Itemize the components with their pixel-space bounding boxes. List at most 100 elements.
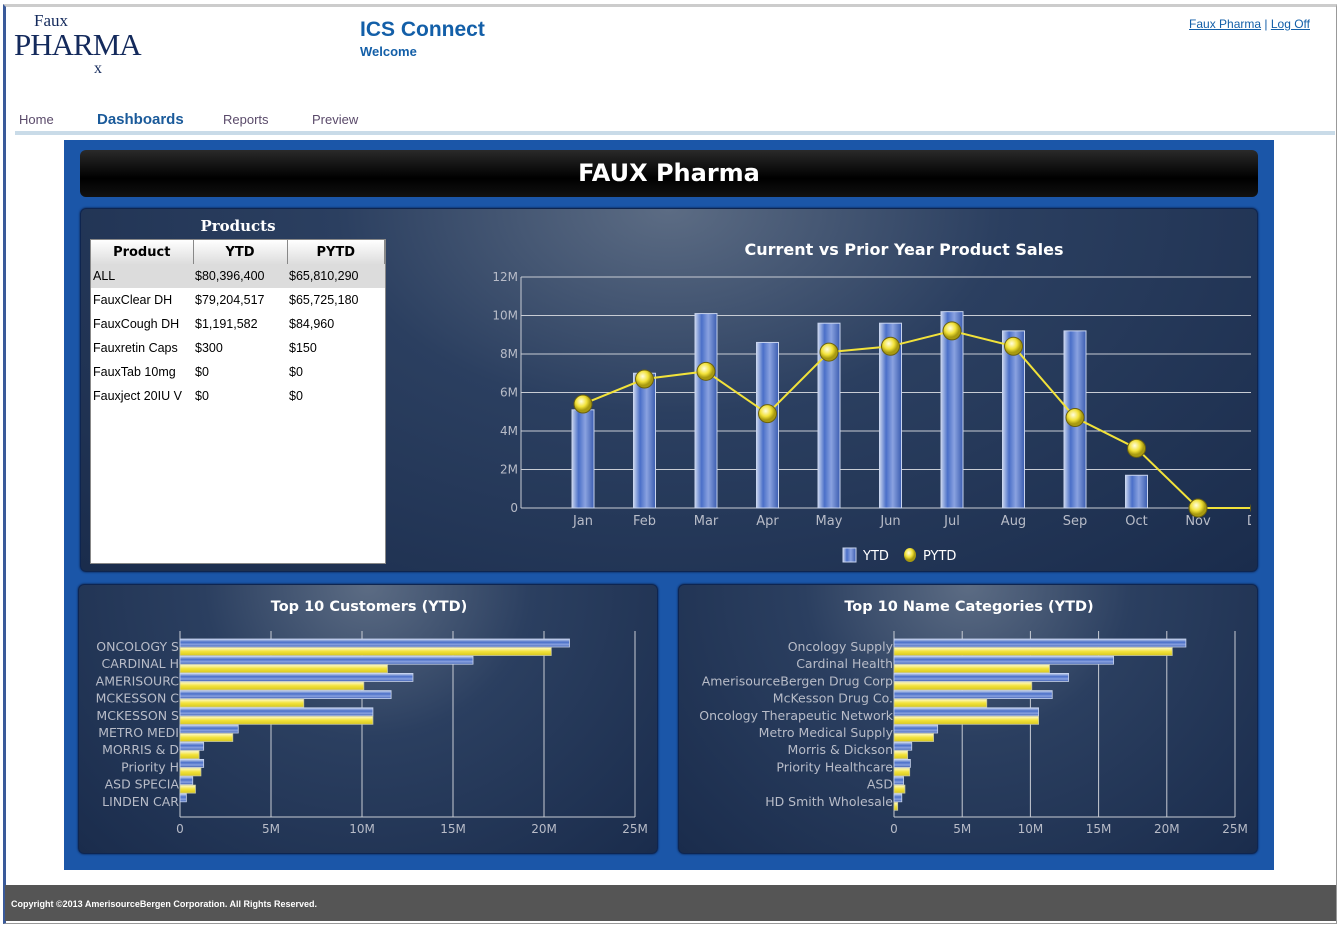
pytd-bar	[893, 664, 1050, 674]
category-label: MCKESSON S	[96, 708, 179, 723]
pytd-point	[819, 342, 839, 362]
ytd-bar	[633, 372, 656, 509]
pytd-point	[1004, 336, 1023, 356]
y-tick-label: 0	[510, 501, 518, 515]
pytd-bar	[893, 767, 911, 777]
sales-panel: Products Product YTD PYTD ALL $80,396,400…	[80, 208, 1258, 572]
ytd-bar	[893, 741, 913, 751]
ytd-bar	[940, 311, 964, 509]
pytd-point	[573, 394, 593, 414]
y-tick-label: 2M	[500, 463, 518, 477]
ytd-bar	[893, 655, 1115, 665]
faux-pharma-logo: Faux PHARMA x	[14, 12, 154, 78]
product-ytd: $300	[195, 341, 223, 355]
x-tick-label: Oct	[1125, 514, 1147, 529]
product-name: FauxCough DH	[93, 317, 180, 331]
x-tick-label: 10M	[1018, 822, 1044, 836]
pytd-point	[942, 321, 962, 341]
legend-ytd-label: YTD	[862, 549, 889, 564]
product-ytd: $0	[195, 389, 209, 403]
product-row[interactable]: FauxTab 10mg $0 $0	[91, 360, 385, 384]
col-product[interactable]: Product	[91, 240, 194, 264]
category-label: ASD SPECIA	[105, 777, 180, 792]
footer: Copyright ©2013 AmerisourceBergen Corpor…	[5, 885, 1336, 921]
x-tick-label: 0	[176, 822, 184, 836]
x-tick-label: 25M	[622, 822, 648, 836]
ytd-bar	[893, 758, 911, 768]
nav-divider	[15, 131, 1335, 135]
x-tick-label: May	[816, 514, 843, 529]
products-title: Products	[200, 217, 276, 235]
ytd-bar	[756, 341, 779, 509]
pytd-bar	[179, 647, 552, 656]
category-label: Cardinal Health	[796, 656, 893, 671]
legend-pytd-label: PYTD	[923, 549, 956, 564]
pytd-point	[635, 369, 654, 389]
ytd-bar	[1125, 474, 1148, 509]
nav-dashboards[interactable]: Dashboards	[97, 111, 184, 128]
ytd-bar	[179, 655, 474, 665]
dashboard-area: FAUX Pharma Products Product YTD PYTD AL…	[64, 140, 1274, 870]
customers-panel: Top 10 Customers (YTD) 0 5M 10M 15M 20M 25M ONC…	[78, 584, 658, 854]
product-name: FauxClear DH	[93, 293, 173, 307]
nav-home[interactable]: Home	[19, 112, 54, 127]
faux-pharma-link[interactable]: Faux Pharma	[1189, 17, 1262, 31]
product-row[interactable]: Fauxject 20IU V $0 $0	[91, 384, 385, 408]
product-name: Fauxretin Caps	[93, 341, 178, 355]
pytd-point	[696, 361, 716, 381]
log-off-link[interactable]: Log Off	[1270, 17, 1310, 31]
logo-small-text: Faux	[34, 11, 68, 30]
ytd-bar	[893, 638, 1187, 648]
pytd-bar	[893, 681, 1033, 691]
product-ytd: $80,396,400	[193, 264, 287, 288]
x-tick-label: Dec	[1247, 514, 1251, 529]
pytd-bar	[179, 698, 305, 708]
pytd-bar	[179, 767, 202, 777]
col-ytd[interactable]: YTD	[193, 240, 288, 264]
pytd-bar	[179, 715, 374, 725]
product-pytd: $65,725,180	[289, 293, 359, 307]
pytd-bar	[179, 681, 365, 691]
x-tick-label: Jun	[879, 514, 900, 529]
x-tick-label: Aug	[1001, 514, 1026, 529]
pytd-point	[758, 404, 777, 424]
ytd-bar	[179, 724, 239, 734]
categories-panel: Top 10 Name Categories (YTD) 0 5M 10M 15M 20M…	[678, 584, 1258, 854]
product-ytd: $1,191,582	[195, 317, 258, 331]
pytd-bar	[179, 784, 196, 794]
category-label: Oncology Supply	[788, 639, 894, 654]
product-pytd: $0	[289, 389, 303, 403]
category-label: METRO MEDI	[98, 725, 179, 740]
product-name: FauxTab 10mg	[93, 365, 176, 379]
pytd-line	[582, 329, 1251, 509]
top-links: Faux Pharma | Log Off	[1189, 17, 1310, 31]
pytd-bar	[179, 664, 388, 674]
ytd-bar	[893, 724, 939, 734]
pytd-bar	[893, 801, 899, 811]
pytd-bar	[179, 750, 200, 760]
product-row[interactable]: Fauxretin Caps $300 $150	[91, 336, 385, 360]
product-pytd: $150	[289, 341, 317, 355]
pytd-point	[1188, 498, 1208, 518]
category-label: AmerisourceBergen Drug Corp	[702, 673, 893, 688]
nav-preview[interactable]: Preview	[312, 112, 359, 127]
ytd-bar	[694, 313, 718, 509]
x-tick-label: Jan	[572, 514, 593, 529]
x-tick-label: 15M	[1086, 822, 1112, 836]
product-row[interactable]: ALL $80,396,400 $65,810,290	[91, 264, 385, 288]
product-name: ALL	[91, 264, 193, 288]
legend-ytd-swatch	[842, 547, 857, 563]
logo-big-text: PHARMA	[14, 27, 142, 62]
category-label: ONCOLOGY S	[96, 639, 179, 654]
y-tick-label: 6M	[500, 386, 518, 400]
product-row[interactable]: FauxClear DH $79,204,517 $65,725,180	[91, 288, 385, 312]
col-pytd[interactable]: PYTD	[287, 240, 385, 264]
product-row[interactable]: FauxCough DH $1,191,582 $84,960	[91, 312, 385, 336]
x-tick-label: Apr	[756, 514, 779, 529]
x-tick-label: 5M	[953, 822, 971, 836]
ytd-bar	[879, 322, 902, 509]
category-label: LINDEN CAR	[102, 794, 179, 809]
nav-reports[interactable]: Reports	[223, 112, 269, 127]
x-tick-label: 0	[890, 822, 898, 836]
category-label: MCKESSON C	[96, 691, 180, 706]
